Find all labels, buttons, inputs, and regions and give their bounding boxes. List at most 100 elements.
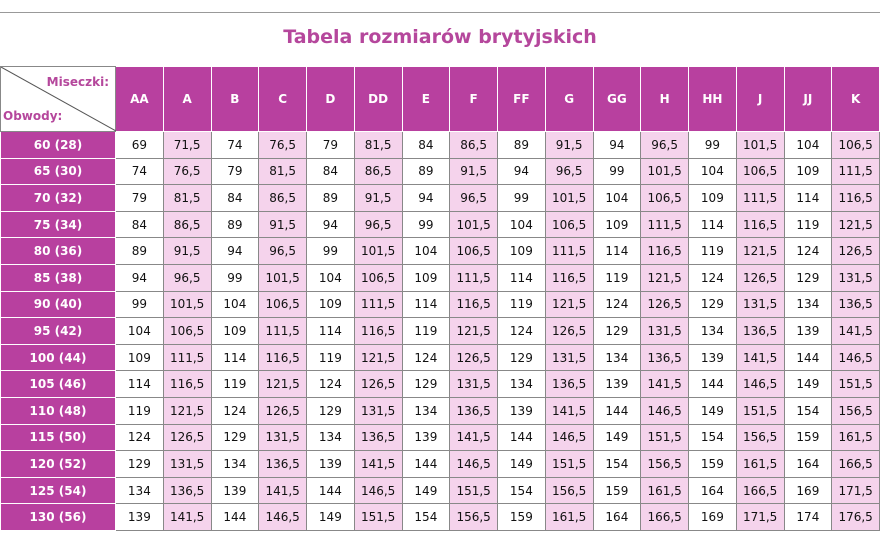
cell: 159 (783, 423, 833, 452)
cell: 116,5 (258, 343, 307, 372)
cell: 74 (210, 131, 260, 159)
cell: 114 (401, 290, 451, 319)
cell: 111,5 (162, 343, 212, 372)
cell: 134 (592, 343, 642, 372)
cell: 89 (306, 184, 355, 212)
table-row: 65 (30) 74 76,5 79 81,5 84 86,5 89 91,5 94 96,5 99 1… (0, 157, 880, 186)
row-label: 120 (52) (0, 450, 116, 478)
table-row: 90 (40) 99 101,5 104 106,5 109 111,5 114 116,5 11… (0, 290, 880, 319)
column-header: B (210, 66, 260, 132)
cell: 136,5 (353, 423, 403, 452)
cell: 116,5 (544, 263, 594, 292)
cell: 131,5 (258, 423, 307, 452)
cell: 129 (688, 290, 737, 319)
cell: 106,5 (353, 263, 403, 292)
cell: 86,5 (353, 157, 403, 186)
cell: 124 (592, 290, 642, 319)
cell: 124 (497, 317, 546, 345)
cell: 144 (497, 423, 546, 452)
table-row: 75 (34) 84 86,5 89 91,5 94 96,5 99 101,5 104 106,5… (0, 210, 880, 239)
cell: 144 (210, 503, 260, 531)
table-row: 125 (54) 134 136,5 139 141,5 144 146,5 149 151,5… (0, 476, 880, 505)
cell: 84 (210, 184, 260, 212)
cell: 89 (210, 210, 260, 239)
cell: 136,5 (162, 476, 212, 505)
table-row: 120 (52) 129 131,5 134 136,5 139 141,5 144 146,5… (0, 450, 880, 478)
cell: 161,5 (544, 503, 594, 531)
cell: 101,5 (640, 157, 689, 186)
cell: 96,5 (544, 157, 594, 186)
cell: 114 (210, 343, 260, 372)
cell: 124 (401, 343, 451, 372)
cell: 129 (210, 423, 260, 452)
cell: 124 (115, 423, 164, 452)
header-row: Miseczki: Obwody: AA A B C D DD E F FF G GG H HH J JJ K (0, 66, 880, 132)
cell: 104 (401, 237, 451, 265)
cell: 101,5 (162, 290, 212, 319)
column-header: A (162, 66, 212, 132)
cell: 104 (688, 157, 737, 186)
row-label: 85 (38) (0, 263, 116, 292)
rule (0, 12, 880, 13)
column-header: H (640, 66, 689, 132)
cell: 106,5 (162, 317, 212, 345)
cell: 94 (401, 184, 451, 212)
cell: 74 (115, 157, 164, 186)
cell: 151,5 (831, 370, 880, 398)
cell: 109 (497, 237, 546, 265)
cell: 109 (688, 184, 737, 212)
cell: 94 (497, 157, 546, 186)
cell: 111,5 (831, 157, 880, 186)
cell: 146,5 (831, 343, 880, 372)
cell: 94 (210, 237, 260, 265)
cell: 99 (497, 184, 546, 212)
cell: 116,5 (353, 317, 403, 345)
cell: 109 (401, 263, 451, 292)
cell: 99 (688, 131, 737, 159)
cell: 106,5 (735, 157, 785, 186)
cell: 106,5 (544, 210, 594, 239)
cell: 144 (592, 396, 642, 425)
cell: 131,5 (544, 343, 594, 372)
cell: 91,5 (544, 131, 594, 159)
cell: 139 (401, 423, 451, 452)
cell: 104 (592, 184, 642, 212)
cell: 164 (783, 450, 833, 478)
cell: 156,5 (544, 476, 594, 505)
row-label: 105 (46) (0, 370, 116, 398)
cell: 139 (210, 476, 260, 505)
cell: 114 (115, 370, 164, 398)
cell: 149 (783, 370, 833, 398)
cell: 101,5 (544, 184, 594, 212)
cell: 116,5 (640, 237, 689, 265)
row-label: 65 (30) (0, 157, 116, 186)
cell: 111,5 (735, 184, 785, 212)
cell: 136,5 (258, 450, 307, 478)
cell: 109 (592, 210, 642, 239)
column-header: F (449, 66, 498, 132)
diagonal (1, 67, 116, 131)
column-header: K (831, 66, 880, 132)
cell: 116,5 (831, 184, 880, 212)
row-label: 115 (50) (0, 423, 116, 452)
cell: 106,5 (449, 237, 498, 265)
cell: 99 (306, 237, 355, 265)
row-label: 80 (36) (0, 237, 116, 265)
cell: 151,5 (640, 423, 689, 452)
cell: 114 (497, 263, 546, 292)
cell: 169 (783, 476, 833, 505)
cell: 81,5 (162, 184, 212, 212)
table-row: 80 (36) 89 91,5 94 96,5 99 101,5 104 106,5 109 111… (0, 237, 880, 265)
cell: 129 (592, 317, 642, 345)
cell: 126,5 (162, 423, 212, 452)
cell: 89 (401, 157, 451, 186)
cell: 139 (115, 503, 164, 531)
cell: 141,5 (353, 450, 403, 478)
corner-bottom: Obwody: (3, 109, 63, 123)
cell: 136,5 (640, 343, 689, 372)
cell: 86,5 (449, 131, 498, 159)
cell: 146,5 (640, 396, 689, 425)
cell: 129 (497, 343, 546, 372)
size-table: Miseczki: Obwody: AA A B C D DD E F FF G GG H HH J JJ K… (0, 66, 880, 531)
cell: 114 (592, 237, 642, 265)
